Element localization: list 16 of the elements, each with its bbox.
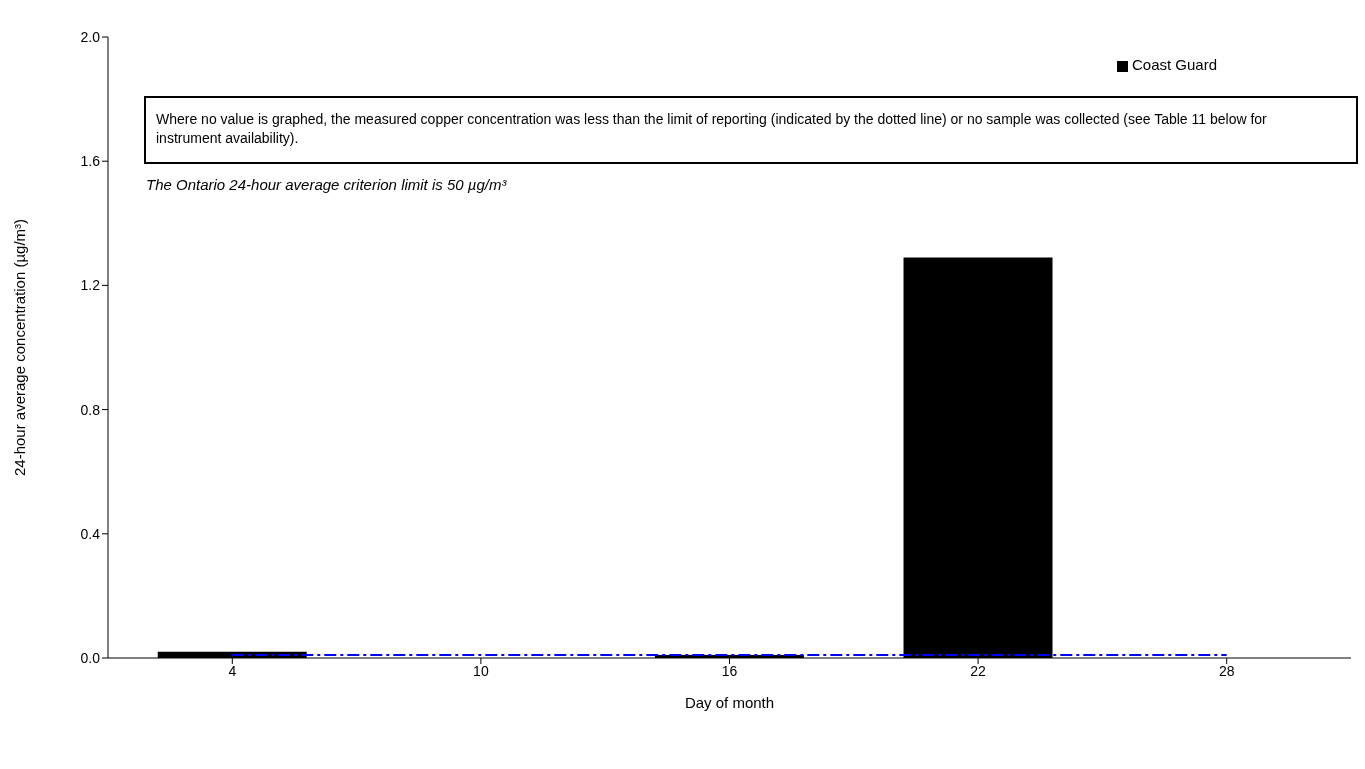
y-tick-label: 1.2: [80, 277, 101, 294]
text-box: Where no value is graphed, the measured copper concentration was less than the limit of reporting (indicated by the dotted line) or no sample was collected (see Table 11 below for instrument availability).: [144, 96, 1358, 164]
y-tick-label: 0.4: [80, 525, 101, 542]
x-tick-label: 28: [1218, 662, 1235, 679]
x-tick-label: 16: [721, 662, 738, 679]
y-tick-label: 0.8: [80, 401, 101, 418]
y-tick-label: 1.6: [80, 153, 101, 170]
legend-label: Coast Guard: [1131, 56, 1217, 73]
annotation: The Ontario 24-hour average criterion limit is 50 µg/m³: [146, 176, 507, 193]
y-tick-label: 2.0: [80, 28, 101, 45]
x-tick-label: 10: [473, 662, 489, 679]
y-tick-label: 0.0: [80, 649, 101, 666]
x-tick-label: 22: [970, 662, 987, 679]
x-tick-label: 4: [228, 662, 237, 679]
y-axis-title: 24-hour average concentration (µg/m³): [11, 218, 29, 477]
x-axis-title: Day of month: [684, 694, 775, 711]
